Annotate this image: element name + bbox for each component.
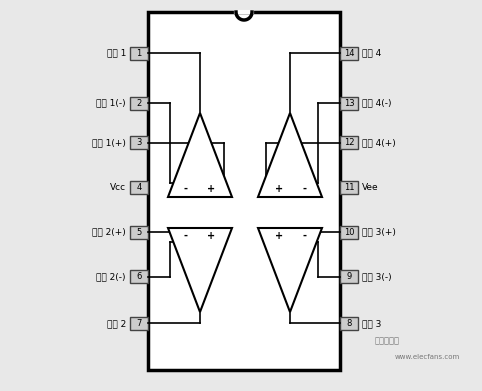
Text: 7: 7 xyxy=(136,319,142,328)
Text: 3: 3 xyxy=(136,138,142,147)
Text: 输出 3: 输出 3 xyxy=(362,319,381,328)
Bar xyxy=(130,226,148,239)
Text: 5: 5 xyxy=(136,228,142,237)
Bar xyxy=(340,271,358,283)
Bar xyxy=(340,47,358,60)
Polygon shape xyxy=(258,228,322,312)
Text: 10: 10 xyxy=(344,228,354,237)
Text: +: + xyxy=(275,231,283,241)
Text: 输入 2(+): 输入 2(+) xyxy=(92,228,126,237)
Text: 输出 1: 输出 1 xyxy=(107,48,126,57)
Text: 输入 3(+): 输入 3(+) xyxy=(362,228,396,237)
Text: 11: 11 xyxy=(344,183,354,192)
Bar xyxy=(130,317,148,330)
Text: +: + xyxy=(207,184,215,194)
Text: 输入 1(-): 输入 1(-) xyxy=(96,99,126,108)
Text: 输入 4(-): 输入 4(-) xyxy=(362,99,391,108)
Text: 输入 3(-): 输入 3(-) xyxy=(362,273,391,282)
Text: 电子发烧友: 电子发烧友 xyxy=(375,336,400,345)
Text: 输入 1(+): 输入 1(+) xyxy=(92,138,126,147)
Text: 9: 9 xyxy=(347,273,352,282)
Polygon shape xyxy=(258,113,322,197)
Text: 输入 4(+): 输入 4(+) xyxy=(362,138,396,147)
Text: www.elecfans.com: www.elecfans.com xyxy=(395,354,460,360)
Bar xyxy=(130,181,148,194)
Text: -: - xyxy=(302,184,307,194)
Bar xyxy=(130,136,148,149)
Text: 4: 4 xyxy=(136,183,142,192)
Text: 14: 14 xyxy=(344,48,354,57)
Text: 2: 2 xyxy=(136,99,142,108)
Text: -: - xyxy=(184,231,187,241)
Bar xyxy=(130,271,148,283)
Text: Vee: Vee xyxy=(362,183,379,192)
Bar xyxy=(130,47,148,60)
Text: -: - xyxy=(302,231,307,241)
Text: 输出 2: 输出 2 xyxy=(107,319,126,328)
Text: 8: 8 xyxy=(346,319,352,328)
Polygon shape xyxy=(168,113,232,197)
Bar xyxy=(148,12,340,370)
Text: 1: 1 xyxy=(136,48,142,57)
Bar xyxy=(340,317,358,330)
Bar xyxy=(340,226,358,239)
Text: Vcc: Vcc xyxy=(110,183,126,192)
Text: +: + xyxy=(275,184,283,194)
Text: +: + xyxy=(207,231,215,241)
Bar xyxy=(340,97,358,110)
Bar xyxy=(130,97,148,110)
Text: 输入 2(-): 输入 2(-) xyxy=(96,273,126,282)
Text: -: - xyxy=(184,184,187,194)
Text: 13: 13 xyxy=(344,99,354,108)
Bar xyxy=(340,136,358,149)
Bar xyxy=(340,181,358,194)
Text: 12: 12 xyxy=(344,138,354,147)
Polygon shape xyxy=(168,228,232,312)
Text: 6: 6 xyxy=(136,273,142,282)
Text: 输出 4: 输出 4 xyxy=(362,48,381,57)
